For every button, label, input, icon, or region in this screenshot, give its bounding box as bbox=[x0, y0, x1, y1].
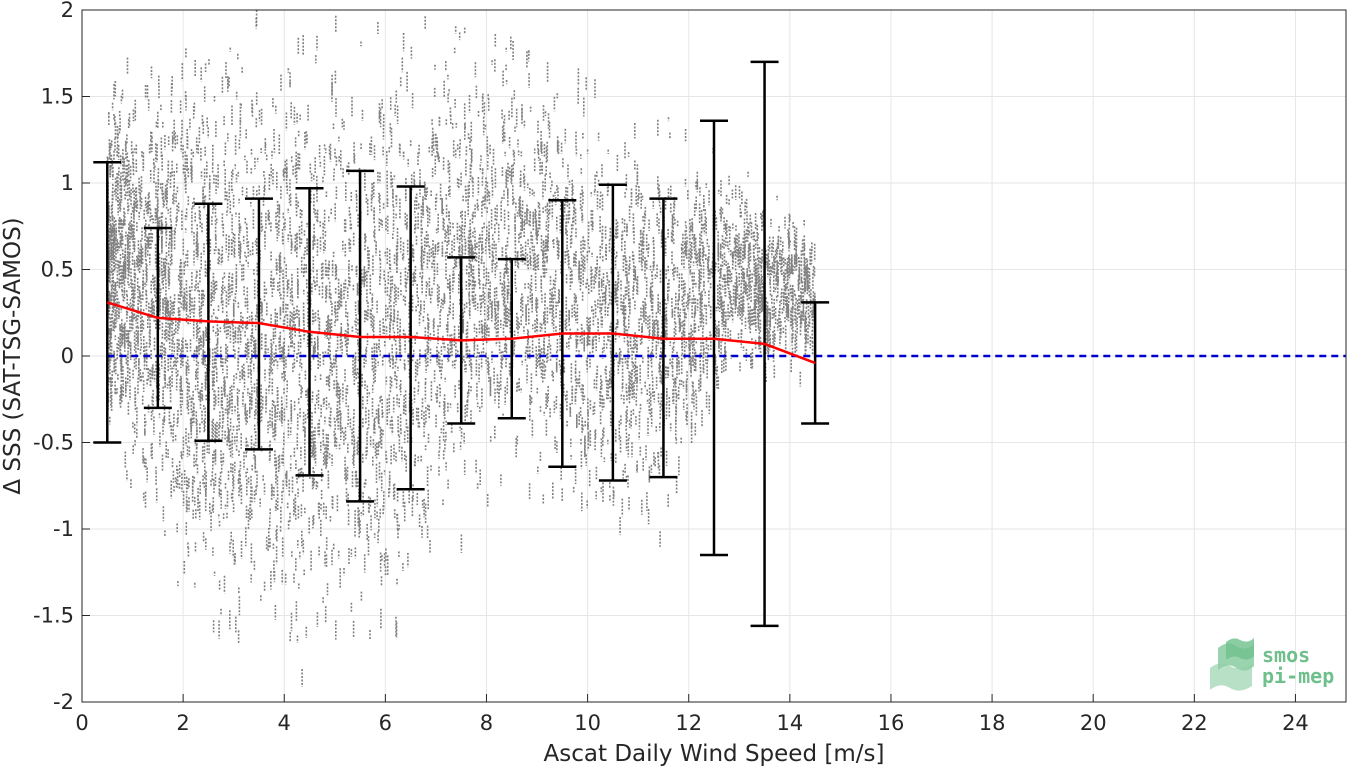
chart: 0 2 4 6 8 10 12 14 16 18 20 22 24 -2-1.5-1-0.500.511… bbox=[0, 0, 1347, 767]
